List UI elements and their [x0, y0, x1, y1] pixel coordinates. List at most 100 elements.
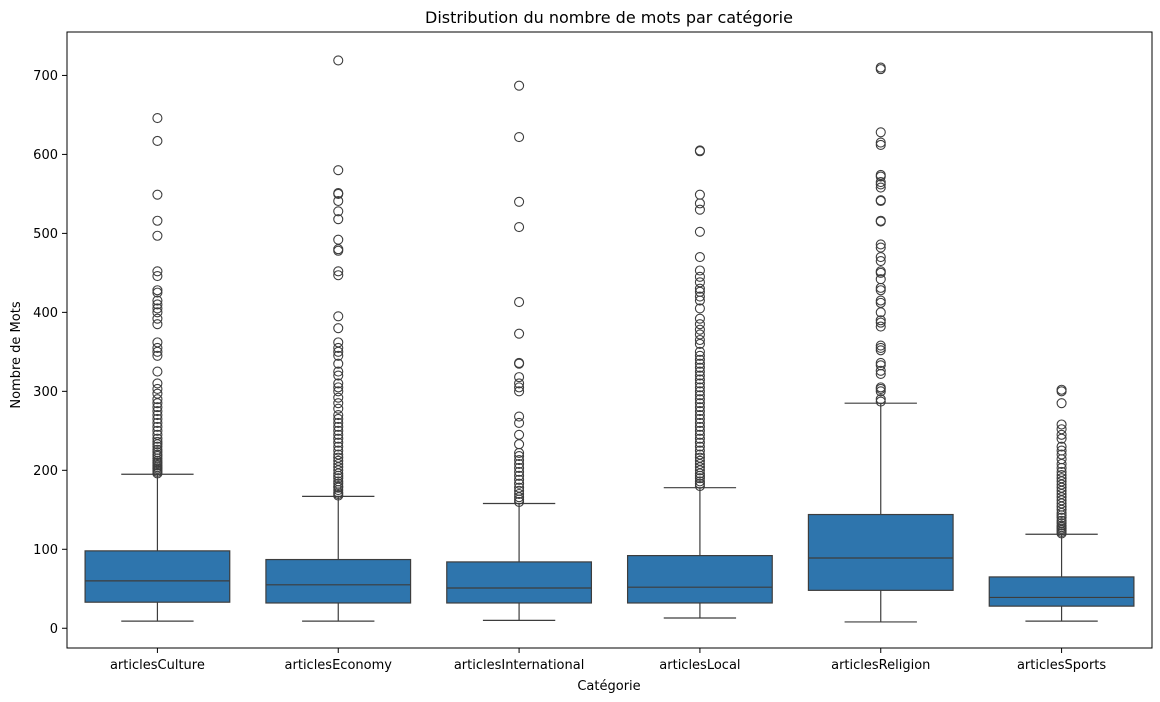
- iqr-box: [265, 558, 412, 604]
- outlier-point: [333, 478, 344, 489]
- outlier-point: [875, 360, 886, 371]
- outlier-point: [694, 406, 705, 417]
- outlier-point: [333, 409, 344, 421]
- outlier-point: [514, 439, 525, 450]
- outlier-point: [875, 340, 886, 351]
- outlier-point: [152, 413, 163, 425]
- outlier-point: [694, 378, 705, 389]
- outlier-point: [152, 388, 163, 399]
- outlier-point: [694, 204, 705, 215]
- outlier-point: [694, 313, 705, 324]
- outlier-point: [152, 383, 163, 395]
- outlier-point: [694, 346, 705, 357]
- outlier-point: [333, 366, 344, 377]
- outlier-point: [333, 378, 344, 389]
- outlier-point: [514, 482, 525, 493]
- outlier-point: [333, 398, 344, 409]
- outlier-point: [333, 165, 344, 176]
- outlier-point: [875, 252, 886, 263]
- outlier-point: [152, 378, 163, 389]
- outlier-point: [694, 354, 705, 365]
- outlier-point: [694, 409, 705, 421]
- outlier-point: [875, 127, 886, 138]
- outlier-point: [875, 396, 886, 407]
- outlier-point: [333, 429, 344, 440]
- outlier-point: [333, 476, 344, 487]
- outlier-point: [694, 271, 705, 282]
- outlier-point: [514, 196, 525, 207]
- outlier-point: [333, 437, 344, 448]
- y-tick-label: 500: [33, 227, 58, 242]
- outlier-point: [694, 189, 705, 200]
- outlier-point: [152, 429, 163, 440]
- outlier-point: [875, 394, 886, 405]
- outlier-point: [152, 313, 163, 324]
- outlier-point: [514, 494, 525, 505]
- outlier-point: [694, 145, 705, 156]
- outlier-point: [514, 357, 525, 368]
- outlier-point: [333, 266, 344, 277]
- outlier-point: [694, 366, 705, 377]
- iqr-box: [446, 561, 593, 604]
- outlier-point: [333, 206, 344, 217]
- outlier-point: [152, 307, 163, 318]
- outlier-point: [333, 392, 344, 403]
- outlier-point: [152, 342, 163, 353]
- outlier-point: [875, 266, 886, 277]
- outlier-point: [333, 55, 344, 66]
- outlier-point: [333, 214, 344, 225]
- outlier-point: [694, 277, 705, 288]
- outlier-point: [333, 449, 344, 460]
- y-tick-label: 300: [33, 385, 58, 400]
- x-tick-label: articlesCulture: [110, 658, 205, 673]
- y-tick-label: 200: [33, 464, 58, 479]
- outlier-point: [694, 390, 705, 401]
- outlier-point: [1056, 449, 1067, 460]
- outlier-point: [875, 242, 886, 253]
- outlier-point: [694, 198, 705, 209]
- outlier-point: [152, 299, 163, 310]
- box-group-articlesInternational: [446, 80, 593, 621]
- y-tick-label: 400: [33, 306, 58, 321]
- outlier-point: [333, 403, 344, 414]
- outlier-point: [875, 177, 886, 188]
- outlier-point: [333, 188, 344, 199]
- outlier-point: [333, 441, 344, 452]
- plot-area: [66, 31, 1153, 649]
- outlier-point: [694, 374, 705, 385]
- outlier-point: [333, 421, 344, 432]
- outlier-point: [514, 462, 525, 473]
- outlier-point: [333, 323, 344, 334]
- outlier-point: [152, 270, 163, 282]
- outlier-point: [514, 478, 525, 489]
- outlier-point: [875, 274, 886, 285]
- outlier-point: [1056, 512, 1067, 523]
- x-axis-label: Catégorie: [577, 679, 640, 694]
- outlier-point: [514, 451, 525, 462]
- outlier-point: [1056, 429, 1067, 440]
- outlier-point: [875, 357, 886, 368]
- outlier-point: [514, 372, 525, 383]
- outlier-point: [152, 447, 163, 458]
- y-tick-label: 700: [33, 69, 58, 84]
- outlier-point: [875, 139, 886, 150]
- outlier-point: [875, 317, 886, 328]
- outlier-point: [694, 441, 705, 452]
- outlier-point: [694, 291, 705, 302]
- outlier-point: [694, 449, 705, 460]
- iqr-box: [988, 576, 1135, 607]
- outlier-point: [694, 478, 705, 489]
- outlier-point: [152, 189, 163, 200]
- outlier-point: [1056, 384, 1067, 395]
- outlier-point: [875, 255, 886, 267]
- x-tick-label: articlesLocal: [659, 658, 740, 673]
- outlier-point: [333, 481, 344, 492]
- outlier-point: [875, 342, 886, 353]
- y-tick-label: 0: [50, 622, 58, 637]
- outlier-point: [152, 230, 163, 241]
- outlier-point: [694, 398, 705, 409]
- outlier-point: [875, 382, 886, 393]
- outlier-point: [694, 455, 705, 466]
- y-axis: 0 100 200 300 400 500 600 700: [33, 69, 67, 637]
- outlier-point: [333, 270, 344, 281]
